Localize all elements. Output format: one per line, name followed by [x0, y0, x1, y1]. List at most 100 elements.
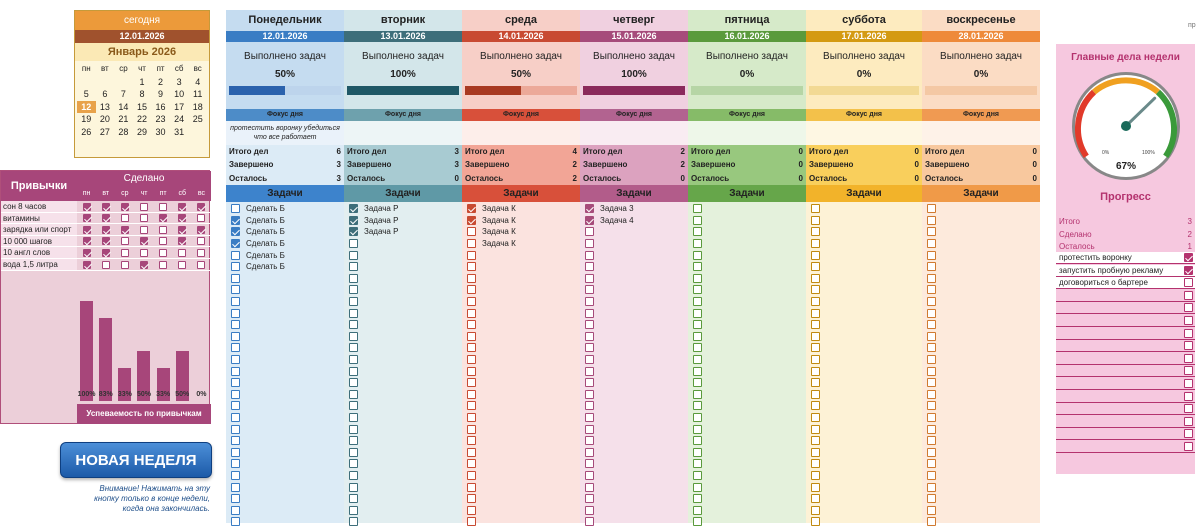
task-checkbox[interactable] — [811, 378, 820, 388]
calendar-day[interactable]: 12 — [77, 100, 96, 113]
task-checkbox[interactable] — [693, 401, 702, 411]
task-text[interactable]: Сделать Б — [246, 250, 285, 260]
task-checkbox[interactable] — [693, 447, 702, 457]
task-checkbox[interactable] — [231, 482, 240, 492]
habit-checkbox[interactable] — [178, 214, 187, 223]
habit-checkbox[interactable] — [197, 237, 206, 246]
task-checkbox[interactable] — [467, 331, 476, 341]
calendar-day[interactable]: 8 — [139, 89, 145, 99]
task-checkbox[interactable] — [585, 436, 594, 446]
focus-content[interactable] — [688, 121, 806, 145]
task-checkbox[interactable] — [231, 250, 240, 260]
task-checkbox[interactable] — [231, 447, 240, 457]
task-checkbox[interactable] — [349, 239, 358, 249]
task-checkbox[interactable] — [585, 343, 594, 353]
habit-checkbox[interactable] — [82, 225, 91, 234]
task-checkbox[interactable] — [811, 424, 820, 434]
task-checkbox[interactable] — [585, 389, 594, 399]
task-checkbox[interactable] — [811, 366, 820, 376]
calendar-day[interactable]: 6 — [102, 89, 108, 99]
goal-checkbox[interactable] — [1184, 253, 1193, 262]
task-text[interactable]: Сделать Б — [246, 215, 285, 225]
task-checkbox[interactable] — [927, 517, 936, 527]
task-checkbox[interactable] — [927, 401, 936, 411]
calendar-day[interactable] — [96, 76, 115, 89]
focus-content[interactable]: протестить воронку убедиться что все раб… — [226, 121, 344, 145]
calendar-day[interactable] — [188, 126, 207, 139]
task-checkbox[interactable] — [585, 250, 594, 260]
task-checkbox[interactable] — [585, 204, 594, 214]
goal-checkbox[interactable] — [1184, 429, 1193, 439]
task-checkbox[interactable] — [693, 343, 702, 353]
task-checkbox[interactable] — [693, 355, 702, 365]
habit-checkbox[interactable] — [101, 202, 110, 211]
calendar-day[interactable]: 28 — [118, 126, 129, 137]
habit-checkbox[interactable] — [178, 249, 187, 258]
task-checkbox[interactable] — [467, 459, 476, 469]
focus-content[interactable] — [580, 121, 688, 145]
task-checkbox[interactable] — [349, 459, 358, 469]
task-checkbox[interactable] — [467, 285, 476, 295]
task-checkbox[interactable] — [349, 204, 358, 214]
calendar-day[interactable]: 9 — [158, 89, 164, 99]
task-checkbox[interactable] — [349, 436, 358, 446]
task-checkbox[interactable] — [349, 343, 358, 353]
task-text[interactable]: Задача Р — [364, 227, 399, 237]
task-checkbox[interactable] — [927, 204, 936, 214]
task-checkbox[interactable] — [693, 436, 702, 446]
task-checkbox[interactable] — [467, 401, 476, 411]
task-checkbox[interactable] — [585, 331, 594, 341]
task-checkbox[interactable] — [349, 447, 358, 457]
task-text[interactable]: Задача К — [482, 239, 516, 249]
task-checkbox[interactable] — [693, 227, 702, 237]
calendar-day[interactable]: 29 — [136, 126, 147, 137]
task-checkbox[interactable] — [349, 378, 358, 388]
task-checkbox[interactable] — [693, 308, 702, 318]
task-checkbox[interactable] — [349, 215, 358, 225]
task-checkbox[interactable] — [467, 273, 476, 283]
task-checkbox[interactable] — [231, 297, 240, 307]
habit-checkbox[interactable] — [139, 260, 148, 269]
task-text[interactable]: Сделать Б — [246, 204, 285, 214]
task-checkbox[interactable] — [927, 273, 936, 283]
task-checkbox[interactable] — [349, 355, 358, 365]
task-checkbox[interactable] — [811, 297, 820, 307]
task-checkbox[interactable] — [693, 459, 702, 469]
habit-checkbox[interactable] — [159, 225, 168, 234]
habit-checkbox[interactable] — [82, 237, 91, 246]
task-checkbox[interactable] — [927, 505, 936, 515]
goal-checkbox[interactable] — [1184, 416, 1193, 426]
task-checkbox[interactable] — [693, 378, 702, 388]
habit-checkbox[interactable] — [159, 214, 168, 223]
task-checkbox[interactable] — [585, 482, 594, 492]
focus-content[interactable] — [344, 121, 462, 145]
task-checkbox[interactable] — [231, 227, 240, 237]
task-checkbox[interactable] — [231, 262, 240, 272]
calendar-day[interactable]: 18 — [192, 101, 203, 112]
task-text[interactable]: Задача К — [482, 215, 516, 225]
habit-checkbox[interactable] — [178, 260, 187, 269]
task-checkbox[interactable] — [349, 424, 358, 434]
task-checkbox[interactable] — [811, 204, 820, 214]
calendar-day[interactable] — [114, 76, 133, 89]
task-text[interactable]: Задача Р — [364, 215, 399, 225]
task-checkbox[interactable] — [811, 459, 820, 469]
task-checkbox[interactable] — [927, 227, 936, 237]
habit-checkbox[interactable] — [101, 214, 110, 223]
goal-checkbox[interactable] — [1184, 341, 1193, 351]
task-checkbox[interactable] — [231, 378, 240, 388]
task-checkbox[interactable] — [231, 517, 240, 527]
task-checkbox[interactable] — [585, 424, 594, 434]
task-checkbox[interactable] — [467, 436, 476, 446]
task-checkbox[interactable] — [927, 412, 936, 422]
task-checkbox[interactable] — [693, 215, 702, 225]
task-checkbox[interactable] — [349, 505, 358, 515]
calendar-day[interactable]: 23 — [155, 114, 166, 124]
habit-checkbox[interactable] — [159, 260, 168, 269]
task-checkbox[interactable] — [811, 517, 820, 527]
task-checkbox[interactable] — [693, 494, 702, 504]
task-checkbox[interactable] — [811, 331, 820, 341]
task-checkbox[interactable] — [585, 470, 594, 480]
task-checkbox[interactable] — [927, 482, 936, 492]
task-checkbox[interactable] — [467, 343, 476, 353]
